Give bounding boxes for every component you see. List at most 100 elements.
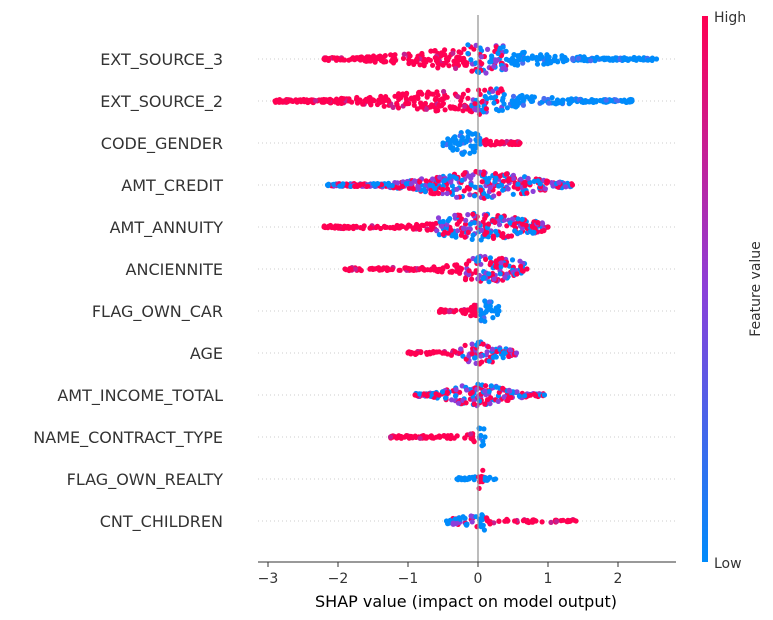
shap-point — [501, 101, 507, 107]
shap-point — [469, 519, 475, 525]
shap-point — [493, 175, 499, 181]
shap-point — [520, 102, 527, 108]
shap-point — [458, 307, 464, 313]
shap-point — [486, 221, 492, 227]
shap-point — [427, 57, 433, 63]
shap-point — [498, 139, 504, 145]
shap-point — [481, 426, 487, 432]
shap-point — [406, 60, 412, 67]
shap-point — [465, 42, 471, 48]
feature-beeswarm — [443, 512, 579, 533]
shap-point — [554, 518, 560, 525]
feature-beeswarm — [324, 168, 576, 201]
shap-point — [509, 98, 515, 104]
x-axis-title: SHAP value (impact on model output) — [315, 592, 617, 611]
shap-point — [430, 350, 436, 356]
shap-point — [490, 218, 496, 224]
shap-point — [396, 434, 402, 440]
shap-point — [507, 220, 513, 226]
shap-point — [481, 138, 487, 144]
shap-point — [503, 48, 509, 54]
shap-point — [494, 139, 500, 145]
shap-point — [464, 185, 470, 191]
shap-point — [450, 520, 456, 526]
shap-point — [521, 96, 527, 102]
shap-point — [480, 341, 486, 347]
shap-point — [469, 276, 475, 282]
shap-point — [478, 54, 484, 60]
shap-point — [498, 214, 504, 220]
shap-point — [570, 57, 576, 63]
shap-point — [506, 387, 512, 393]
shap-point — [387, 434, 394, 440]
shap-point — [487, 59, 493, 65]
shap-point — [436, 232, 442, 238]
shap-point — [369, 266, 376, 272]
shap-point — [469, 68, 475, 74]
shap-point — [483, 383, 489, 389]
shap-point — [478, 524, 484, 530]
shap-point — [468, 57, 474, 63]
shap-point — [440, 308, 446, 314]
shap-point — [473, 60, 479, 66]
shap-point — [465, 229, 471, 235]
shap-point — [461, 225, 467, 231]
shap-point — [486, 175, 492, 181]
shap-point — [493, 354, 499, 360]
x-tick-label: −1 — [398, 571, 419, 587]
shap-point — [482, 87, 488, 93]
shap-point — [501, 394, 507, 400]
shap-point — [471, 439, 477, 445]
shap-point — [482, 93, 488, 100]
shap-point — [462, 342, 468, 348]
shap-point — [435, 190, 442, 196]
shap-point — [390, 225, 396, 231]
shap-point — [579, 55, 586, 61]
shap-point — [515, 62, 521, 68]
shap-point — [444, 222, 450, 228]
shap-point — [473, 168, 479, 175]
shap-point — [563, 184, 569, 190]
shap-point — [531, 178, 537, 184]
shap-point — [463, 261, 470, 267]
shap-point — [421, 222, 427, 229]
shap-point — [468, 431, 474, 437]
shap-point — [608, 97, 615, 104]
shap-point — [490, 88, 496, 94]
shap-point — [559, 100, 565, 106]
shap-point — [469, 389, 475, 395]
shap-point — [434, 89, 440, 95]
shap-point — [522, 183, 528, 189]
shap-point — [521, 517, 527, 524]
shap-point — [321, 56, 327, 62]
colorbar — [702, 16, 708, 562]
shap-point — [456, 219, 462, 225]
shap-point — [442, 52, 448, 58]
shap-point — [432, 48, 438, 54]
shap-point — [468, 182, 474, 188]
shap-point — [378, 225, 384, 232]
shap-point — [405, 350, 411, 356]
shap-point — [605, 55, 611, 62]
shap-point — [482, 401, 488, 407]
shap-point — [313, 98, 319, 104]
shap-point — [489, 346, 495, 352]
feature-label: CNT_CHILDREN — [100, 512, 223, 532]
shap-point — [511, 221, 517, 227]
shap-point — [394, 180, 400, 186]
shap-point — [453, 268, 459, 274]
shap-point — [517, 258, 523, 264]
shap-point — [497, 173, 503, 179]
shap-point — [456, 49, 462, 55]
shap-point — [457, 389, 463, 395]
shap-point — [394, 100, 400, 107]
shap-point — [481, 275, 487, 281]
x-tick-label: 2 — [614, 571, 623, 587]
shap-point — [389, 58, 395, 64]
shap-point — [340, 181, 346, 187]
shap-point — [404, 224, 411, 230]
shap-point — [494, 384, 500, 390]
shap-point — [526, 519, 532, 526]
shap-point — [375, 181, 381, 187]
shap-point — [510, 93, 517, 99]
